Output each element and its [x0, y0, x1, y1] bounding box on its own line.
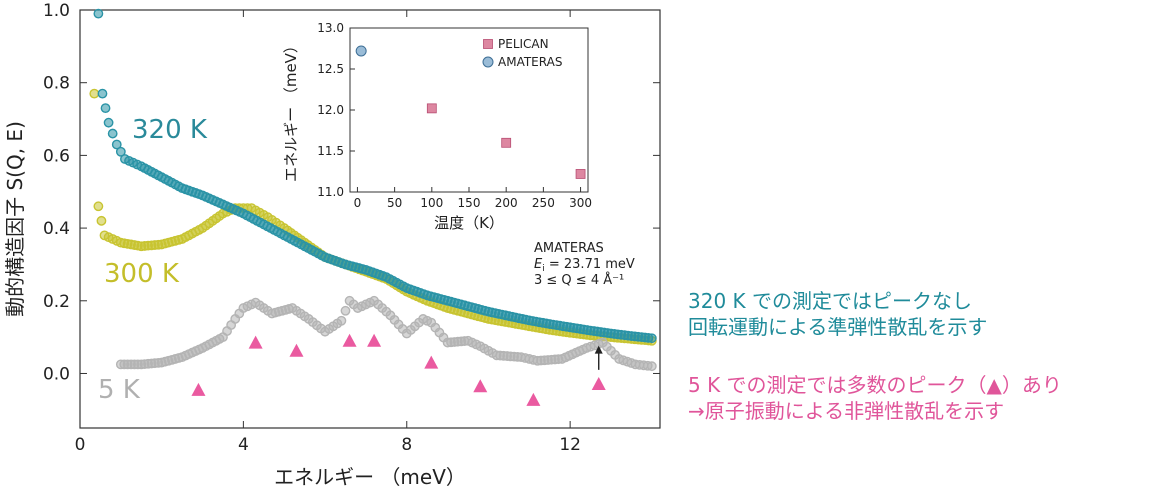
- peak-marker: [424, 355, 439, 369]
- peak-marker: [526, 392, 541, 406]
- x-tick-label: 12: [559, 435, 581, 455]
- inset-x-tick-label: 200: [495, 196, 518, 210]
- peak-marker: [191, 382, 206, 396]
- inset-point-amateras: [355, 45, 367, 57]
- data-point: [646, 361, 657, 372]
- data-point: [646, 333, 657, 344]
- inset-x-tick-label: 100: [420, 196, 443, 210]
- inset-y-tick-label: 11.5: [317, 144, 344, 158]
- inset-x-axis-label: 温度（K）: [434, 214, 504, 232]
- inset-x-tick-label: 50: [387, 196, 402, 210]
- annotation-ei: Ei = 23.71 meV: [534, 257, 635, 274]
- inset-x-tick-label: 150: [458, 196, 481, 210]
- y-tick-label: 0.4: [43, 219, 70, 239]
- x-tick-label: 8: [401, 435, 412, 455]
- data-point: [93, 8, 104, 19]
- inset-point-pelican: [575, 169, 586, 179]
- series-320k: [93, 8, 657, 344]
- label-320k: 320 K: [132, 115, 208, 145]
- y-tick-label: 0.8: [43, 74, 70, 94]
- data-point: [107, 128, 118, 139]
- inset-point-pelican: [501, 137, 512, 148]
- inset-y-tick-label: 11.0: [317, 185, 344, 199]
- y-axis-label: 動的構造因子 S(Q, E): [3, 121, 27, 317]
- peak-marker: [289, 343, 304, 357]
- note-320k-line2: 回転運動による準弾性散乱を示す: [688, 315, 988, 339]
- annotation-q-range: 3 ≤ Q ≤ 4 Å⁻¹: [534, 272, 624, 288]
- label-300k: 300 K: [104, 259, 180, 289]
- inset-x-tick-label: 0: [354, 196, 362, 210]
- y-tick-label: 0.6: [43, 146, 70, 166]
- annotation-instrument: AMATERAS: [534, 241, 604, 256]
- note-5k-line1: 5 K での測定では多数のピーク（▲）あり: [688, 373, 1062, 397]
- inset-y-tick-label: 12.5: [317, 62, 344, 76]
- data-point: [103, 117, 114, 128]
- data-point: [96, 215, 107, 226]
- peak-marker: [248, 335, 263, 349]
- data-point: [97, 88, 108, 99]
- legend-label-amateras: AMATERAS: [498, 55, 562, 69]
- legend-label-pelican: PELICAN: [498, 37, 549, 51]
- data-point: [340, 305, 351, 316]
- x-axis-label: エネルギー （meV）: [274, 465, 466, 489]
- note-320k-line1: 320 K での測定ではピークなし: [688, 289, 973, 313]
- inset-point-pelican: [426, 103, 437, 114]
- legend-swatch-pelican: [483, 39, 493, 49]
- peak-marker: [342, 333, 357, 347]
- inset-y-axis-label: エネルギー （meV）: [282, 38, 300, 182]
- y-tick-label: 0.0: [43, 364, 70, 384]
- y-tick-label: 1.0: [43, 1, 70, 21]
- data-point: [93, 201, 104, 212]
- inset-y-tick-label: 13.0: [317, 21, 344, 35]
- peak-marker: [591, 376, 606, 390]
- peak-arrow-head: [594, 345, 603, 354]
- inset-y-tick-label: 12.0: [317, 103, 344, 117]
- data-point: [336, 315, 347, 326]
- inset-x-tick-label: 300: [569, 196, 592, 210]
- inset-x-tick-label: 250: [532, 196, 555, 210]
- y-tick-label: 0.2: [43, 292, 70, 312]
- x-tick-label: 4: [238, 435, 249, 455]
- peak-marker: [473, 379, 488, 393]
- data-point: [100, 103, 111, 114]
- data-point: [89, 88, 100, 99]
- x-tick-label: 0: [75, 435, 86, 455]
- legend-swatch-amateras: [482, 56, 494, 68]
- note-5k-line2: →原子振動による非弾性散乱を示す: [688, 399, 1005, 423]
- peak-marker: [367, 333, 382, 347]
- inset-frame: [349, 27, 589, 193]
- series-5k: [115, 295, 657, 372]
- data-point: [115, 146, 126, 157]
- data-point: [111, 139, 122, 150]
- label-5k: 5 K: [98, 375, 141, 405]
